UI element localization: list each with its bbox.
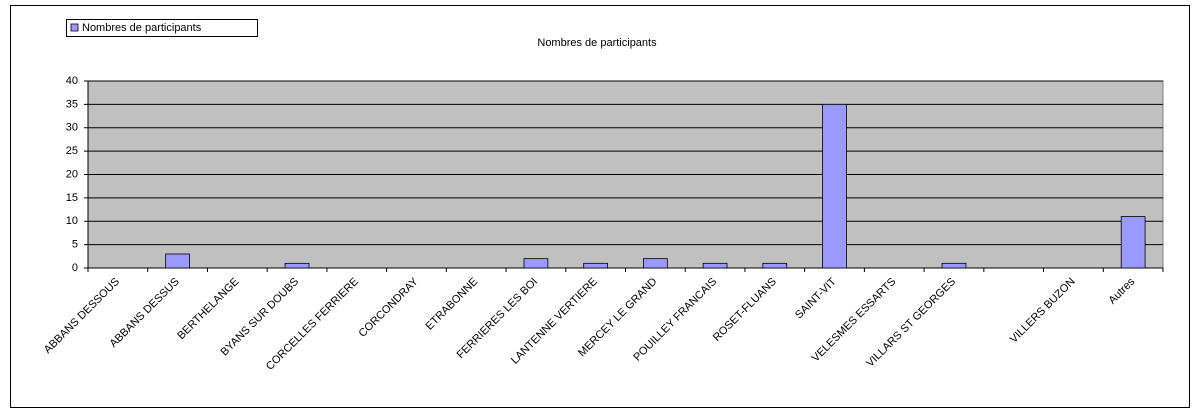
y-tick-label: 40: [66, 75, 78, 87]
chart-title: Nombres de participants: [537, 37, 657, 49]
y-tick-label: 0: [72, 262, 78, 274]
y-tick-label: 5: [72, 239, 78, 251]
y-tick-label: 10: [66, 215, 78, 227]
legend-swatch: [70, 23, 79, 32]
bar: [762, 262, 788, 269]
bar: [941, 262, 967, 269]
bar: [523, 258, 549, 269]
bar: [583, 262, 608, 269]
bar: [822, 103, 847, 269]
y-tick-label: 20: [66, 168, 78, 180]
bar: [643, 258, 668, 269]
bar: [1120, 216, 1146, 269]
bar: [165, 253, 190, 269]
legend-label: Nombres de participants: [82, 22, 202, 34]
bar: [284, 262, 310, 269]
bar: [702, 262, 728, 269]
y-tick-label: 35: [66, 98, 78, 110]
legend-box: [66, 19, 258, 37]
y-tick-label: 15: [66, 192, 78, 204]
y-tick-label: 25: [66, 145, 78, 157]
y-tick-label: 30: [66, 122, 78, 134]
